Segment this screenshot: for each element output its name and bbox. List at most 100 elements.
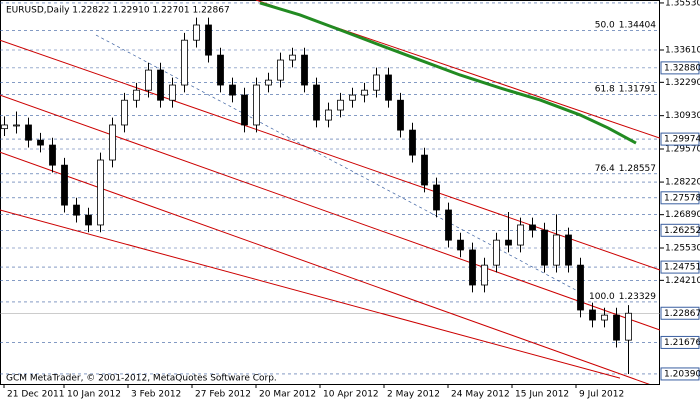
x-tick-label: 2 May 2012 [387,390,440,400]
candle-body [241,94,248,126]
candle-body [109,124,116,161]
candle-body [37,139,44,146]
candle-body [337,99,344,111]
candle-body [205,24,212,56]
candle-body [505,239,512,246]
fib-label: 50.0 1.34404 [595,20,657,30]
candle-body [169,84,176,101]
candle-body [97,159,104,226]
candle-body [361,89,368,96]
candle-body [517,224,524,246]
candle-body [181,39,188,86]
candle-body [229,84,236,96]
candle-body [553,234,560,266]
x-tick-label: 27 Feb 2012 [195,390,251,400]
candle-body [529,224,536,231]
level-box [660,191,700,205]
y-tick-label: 1.29570 [665,144,700,154]
fib-level: 100.0 [589,291,615,301]
x-tick-label: 3 Feb 2012 [131,390,181,400]
x-tick-label: 24 May 2012 [451,390,510,400]
fib-value: 1.23329 [619,291,656,301]
candle-body [73,204,80,216]
candle-body [625,312,632,341]
channel-line [0,209,621,379]
fib-level: 61.8 [595,84,615,94]
level-label: 1.27578 [664,193,700,203]
candle-body [409,129,416,156]
y-tick-label: 1.32290 [665,78,700,88]
level-box [660,367,700,381]
candle-body [481,264,488,286]
level-box [660,223,700,237]
candle-body [313,84,320,121]
y-tick-label: 1.28220 [665,178,700,188]
level-label: 1.32880 [664,63,700,73]
candle-body [277,59,284,81]
y-tick-label: 1.25530 [665,243,700,253]
candle-body [25,124,32,141]
x-tick-label: 20 Mar 2012 [259,390,316,400]
candle-body [457,239,464,251]
y-tick-label: 1.26890 [665,210,700,220]
level-label: 1.22867 [664,309,700,319]
level-label: 1.21676 [664,338,700,348]
candle-body [145,69,152,91]
candle-body [421,154,428,186]
level-box [660,260,700,274]
level-label: 1.20390 [664,369,700,379]
candle-body [445,209,452,241]
level-box [660,132,700,146]
fib-label: 76.4 1.28557 [595,163,656,173]
candle-body [121,99,128,126]
candle-body [193,24,200,41]
axes: 1.35530 1.33610 1.32290 1.30930 1.29570 1.282… [3,0,700,400]
y-tick-label: 1.24210 [665,276,700,286]
candle-body [217,54,224,86]
level-label: 1.26252 [664,226,700,236]
level-box [660,335,700,349]
candle-body [565,234,572,266]
channel-line [0,39,660,271]
candle-body [157,69,164,101]
candle-body [325,109,332,121]
fib-level: 50.0 [595,20,615,30]
x-tick-label: 21 Dec 2011 [7,390,65,400]
footer: GCM MetaTrader, © 2001-2012, MetaQuotes … [6,374,277,384]
fib-level: 76.4 [595,163,615,173]
candle-body [289,54,296,61]
candle-body [1,124,8,130]
channel-line [0,151,650,384]
x-tick-label: 15 Jun 2012 [515,390,569,400]
level-label: 1.24751 [664,263,700,273]
candle-body [349,94,356,101]
candle-body [13,124,20,127]
candle-body [265,79,272,86]
level-label: 1.29974 [664,135,700,145]
candle-body [373,74,380,91]
candle-body [589,309,596,321]
y-tick-label: 1.35530 [665,0,700,8]
candle-body [613,314,620,341]
candle-body [253,84,260,126]
candle-body [397,99,404,131]
level-box [660,61,700,75]
level-box [660,306,700,320]
moving-average [259,1,637,145]
candle-body [577,264,584,311]
fib-label: 100.0 1.23329 [589,291,656,301]
x-tick-label: 9 Jul 2012 [579,390,624,400]
candle-body [601,314,608,321]
fib-label: 61.8 1.31791 [595,84,656,94]
plot-area: 50.0 1.34404 61.8 1.31791 76.4 1.28557 100.0 1.… [0,0,660,384]
candle-body [85,214,92,226]
chart-title: EURUSD,Daily 1.22822 1.22910 1.22701 1.2… [6,6,230,16]
x-tick-label: 10 Jan 2012 [67,390,121,400]
x-tick-label: 10 Apr 2012 [323,390,379,400]
plot-frame [0,0,660,385]
candle-body [301,54,308,86]
candle-body [133,89,140,101]
fib-value: 1.34404 [619,20,656,30]
y-tick-label: 1.33610 [665,45,700,55]
